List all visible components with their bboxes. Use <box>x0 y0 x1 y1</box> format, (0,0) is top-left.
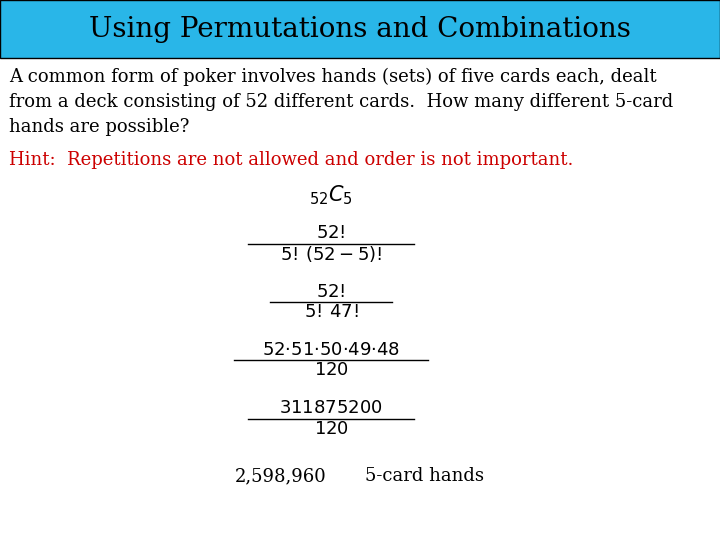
Text: $52!$: $52!$ <box>317 224 346 242</box>
Text: $5!\,47!$: $5!\,47!$ <box>304 303 359 321</box>
Text: 5-card hands: 5-card hands <box>365 467 485 485</box>
Text: Hint:  Repetitions are not allowed and order is not important.: Hint: Repetitions are not allowed and or… <box>9 151 573 169</box>
Text: $5!\,(52-5)!$: $5!\,(52-5)!$ <box>280 244 382 264</box>
Text: $52!$: $52!$ <box>317 282 346 301</box>
Text: $_{52}C_5$: $_{52}C_5$ <box>309 184 354 207</box>
Text: $311875200$: $311875200$ <box>279 399 383 417</box>
Text: $120$: $120$ <box>314 420 348 438</box>
FancyBboxPatch shape <box>0 0 720 58</box>
Text: $120$: $120$ <box>314 361 348 380</box>
Text: $52{\cdot}51{\cdot}50{\cdot}49{\cdot}48$: $52{\cdot}51{\cdot}50{\cdot}49{\cdot}48$ <box>262 341 400 359</box>
Text: 2,598,960: 2,598,960 <box>235 467 327 485</box>
Text: A common form of poker involves hands (sets) of five cards each, dealt
from a de: A common form of poker involves hands (s… <box>9 68 673 136</box>
Text: Using Permutations and Combinations: Using Permutations and Combinations <box>89 16 631 43</box>
